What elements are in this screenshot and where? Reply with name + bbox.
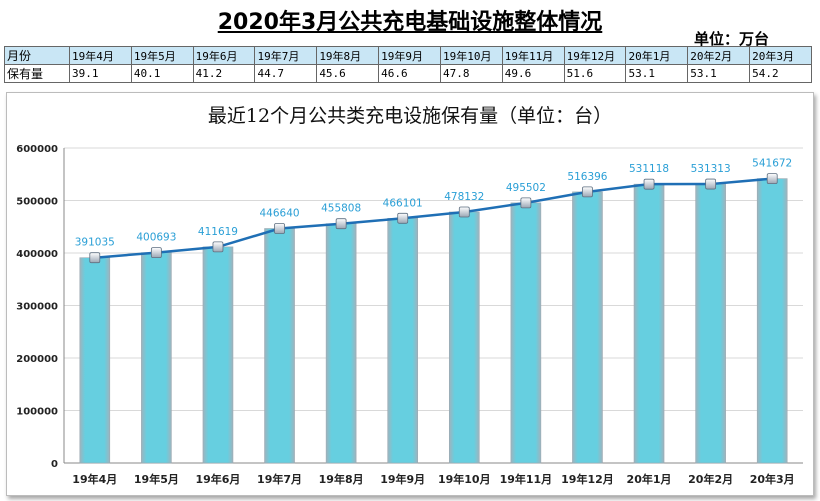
bar [572, 191, 603, 464]
y-tick-label: 100000 [16, 407, 58, 418]
table-value-cell: 45.6 [316, 64, 380, 83]
data-point [397, 212, 409, 224]
table-month-cell: 19年11月 [501, 46, 565, 65]
table-value-cell: 53.1 [687, 64, 751, 83]
data-point [582, 186, 593, 198]
data-label: 391035 [75, 237, 115, 249]
table-month-cell: 19年6月 [192, 46, 256, 65]
table-month-cell: 19年10月 [439, 46, 503, 65]
data-label: 531118 [629, 163, 669, 175]
table-value-cell: 54.2 [749, 64, 812, 83]
header-label: 月份 [4, 46, 70, 65]
data-point [520, 197, 532, 209]
bar [510, 202, 542, 464]
data-point [643, 178, 655, 190]
table-value-cell: 39.1 [69, 64, 132, 83]
data-point [89, 252, 101, 264]
x-tick-label: 19年4月 [72, 472, 117, 486]
data-label: 455808 [321, 203, 361, 215]
data-point [705, 178, 717, 190]
x-tick-label: 19年12月 [561, 472, 614, 486]
x-tick-label: 19年5月 [134, 472, 179, 486]
chart-panel: 最近12个月公共类充电设施保有量（单位：台） 0 100000 200000 3000… [6, 92, 814, 496]
table-value-cell: 41.2 [192, 64, 256, 83]
table-value-cell: 46.6 [378, 64, 441, 83]
x-tick-label: 19年7月 [257, 472, 302, 486]
bar [202, 246, 234, 464]
table-value-cell: 49.6 [501, 64, 565, 83]
bar [141, 252, 172, 464]
data-point [212, 241, 224, 253]
y-tick-label: 0 [51, 459, 58, 470]
page-title: 2020年3月公共充电基础设施整体情况 [217, 10, 603, 35]
bar [264, 228, 295, 464]
bar [387, 217, 419, 464]
data-label: 516396 [567, 171, 607, 183]
table-month-cell: 19年5月 [130, 46, 194, 65]
x-tick-label: 19年11月 [500, 472, 553, 486]
table-month-cell: 19年12月 [563, 46, 627, 65]
data-point [766, 173, 778, 185]
x-tick-label: 20年2月 [688, 472, 733, 486]
table-value-cell: 47.8 [439, 64, 503, 83]
table-month-cell: 19年4月 [69, 46, 132, 65]
x-tick-label: 20年3月 [750, 472, 795, 486]
summary-table: 月份 19年4月 19年5月 19年6月 19年7月 19年8月 19年9月 19年10月 1… [4, 46, 812, 83]
x-tick-label: 19年9月 [380, 472, 425, 486]
table-month-cell: 20年2月 [687, 46, 751, 65]
x-tick-label: 19年8月 [319, 472, 364, 486]
y-tick-label: 500000 [16, 197, 58, 208]
data-point [150, 247, 162, 259]
table-value-row: 保有量 39.1 40.1 41.2 44.7 45.6 46.6 47.8 49.6 51.6… [4, 64, 812, 83]
row-label: 保有量 [4, 64, 70, 83]
bar [633, 183, 665, 464]
table-month-cell: 19年8月 [316, 46, 380, 65]
table-value-cell: 53.1 [625, 64, 689, 83]
table-header-row: 月份 19年4月 19年5月 19年6月 19年7月 19年8月 19年9月 19年10月 1… [4, 46, 812, 65]
table-value-cell: 51.6 [563, 64, 627, 83]
y-tick-label: 600000 [16, 144, 58, 155]
y-tick-label: 300000 [16, 302, 58, 313]
bar [325, 223, 357, 464]
bar [79, 257, 111, 464]
data-label: 411619 [198, 226, 238, 238]
data-label: 495502 [506, 182, 546, 194]
table-value-cell: 40.1 [130, 64, 194, 83]
data-label: 466101 [383, 197, 423, 209]
chart-title: 最近12个月公共类充电设施保有量（单位：台） [207, 105, 613, 127]
y-tick-label: 200000 [16, 354, 58, 365]
data-point [458, 206, 470, 218]
bar [448, 211, 480, 464]
bar [756, 178, 788, 464]
data-point [274, 223, 285, 234]
x-tick-label: 19年10月 [438, 472, 491, 486]
data-label: 400693 [136, 232, 176, 244]
x-tick-label: 20年1月 [627, 472, 672, 486]
data-label: 478132 [444, 191, 484, 203]
table-month-cell: 19年7月 [254, 46, 318, 65]
data-label: 541672 [752, 158, 792, 170]
table-month-cell: 19年9月 [378, 46, 441, 65]
data-label: 531313 [691, 163, 731, 175]
bar [695, 183, 726, 464]
data-label: 446640 [259, 208, 299, 220]
x-tick-label: 19年6月 [195, 472, 240, 486]
table-month-cell: 20年1月 [625, 46, 689, 65]
y-tick-label: 400000 [16, 249, 58, 260]
table-month-cell: 20年3月 [749, 46, 812, 65]
table-value-cell: 44.7 [254, 64, 318, 83]
data-point [335, 218, 347, 230]
chart-canvas: 0 100000 200000 300000 400000 500000 600000 19年… [16, 144, 803, 486]
series-line [94, 177, 773, 259]
unit-label: 单位：万台 [694, 30, 770, 48]
